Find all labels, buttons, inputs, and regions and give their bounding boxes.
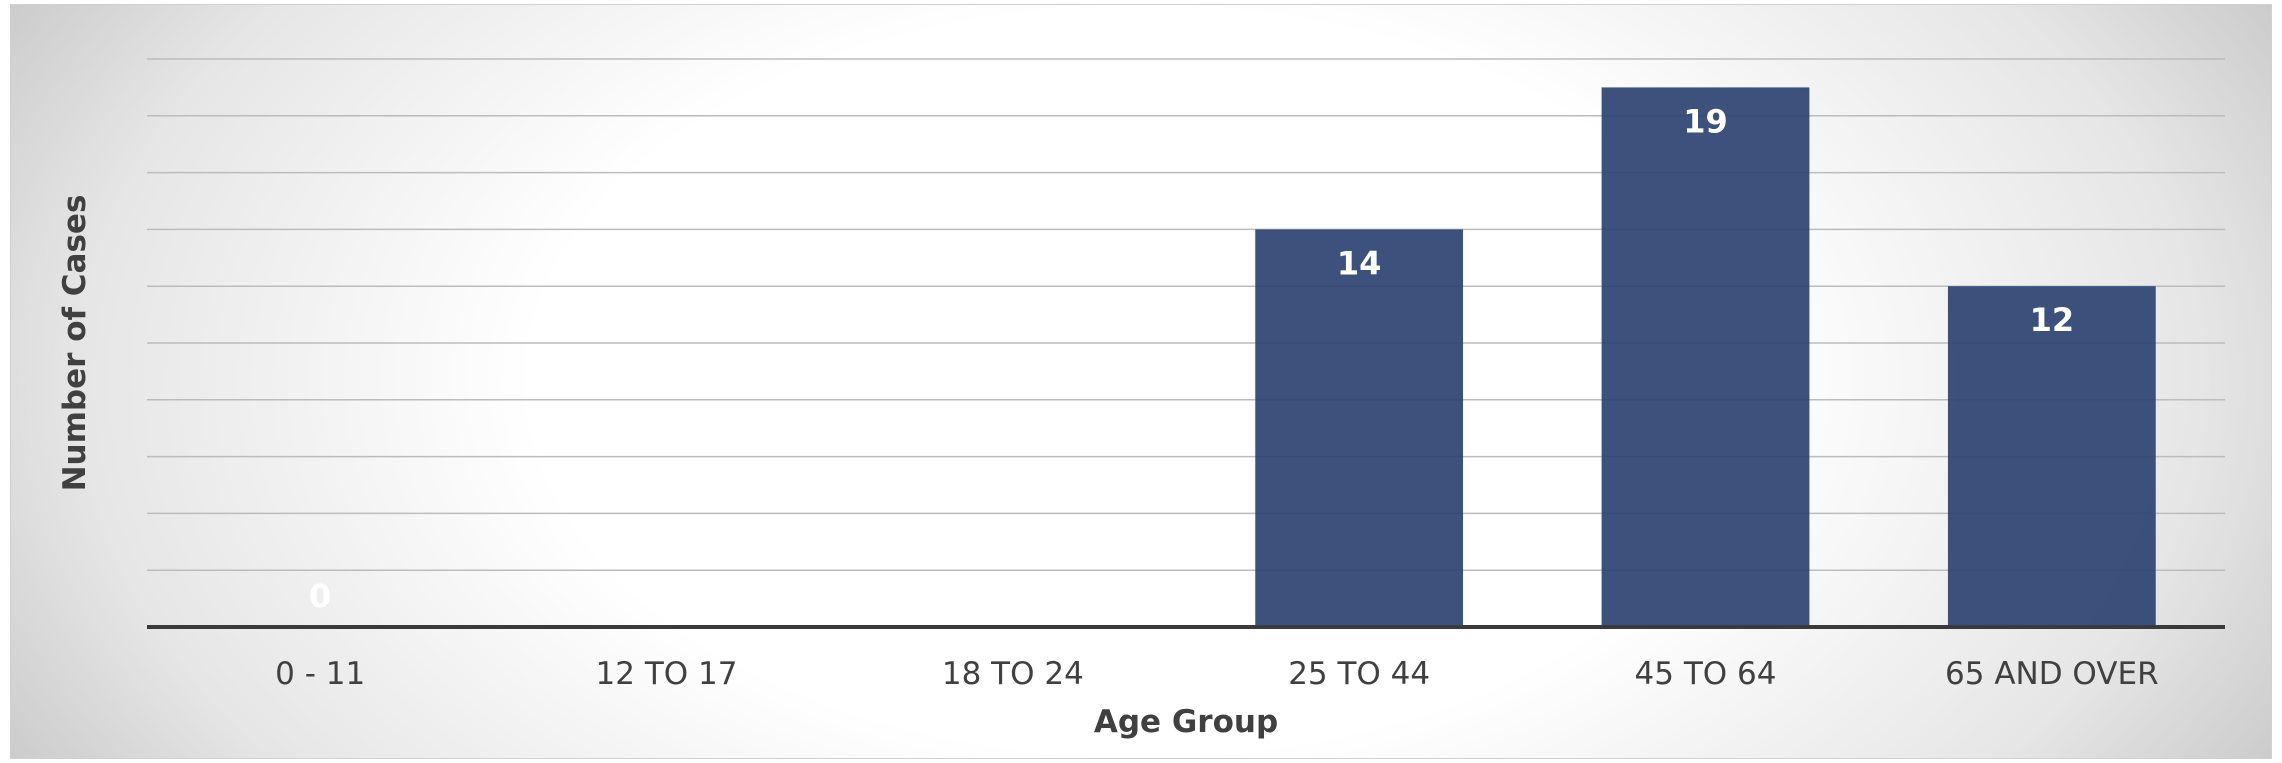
x-tick-label: 18 TO 24	[942, 656, 1084, 692]
x-tick-label: 65 AND OVER	[1945, 656, 2159, 692]
data-label: 0	[655, 577, 677, 615]
y-axis-title: Number of Cases	[57, 195, 93, 492]
bar	[1601, 87, 1810, 627]
bar	[1947, 286, 2156, 627]
gridlines	[147, 58, 2225, 571]
data-label: 19	[1683, 102, 1728, 140]
x-tick-label: 45 TO 64	[1635, 656, 1777, 692]
x-tick-label: 25 TO 44	[1288, 656, 1430, 692]
data-label: 14	[1337, 244, 1382, 282]
bars	[1255, 87, 2156, 627]
data-label: 0	[309, 577, 331, 615]
chart-background	[10, 4, 2272, 759]
data-labels: 0 0 14 19 12	[309, 102, 2074, 615]
data-label: 12	[2030, 301, 2075, 339]
bar	[1255, 229, 1464, 627]
x-tick-label: 0 - 11	[275, 656, 365, 692]
x-axis-title: Age Group	[1094, 704, 1278, 740]
x-tick-label: 12 TO 17	[596, 656, 738, 692]
x-tick-labels: 0 - 11 12 TO 17 18 TO 24 25 TO 44 45 TO 64 65…	[275, 656, 2159, 692]
